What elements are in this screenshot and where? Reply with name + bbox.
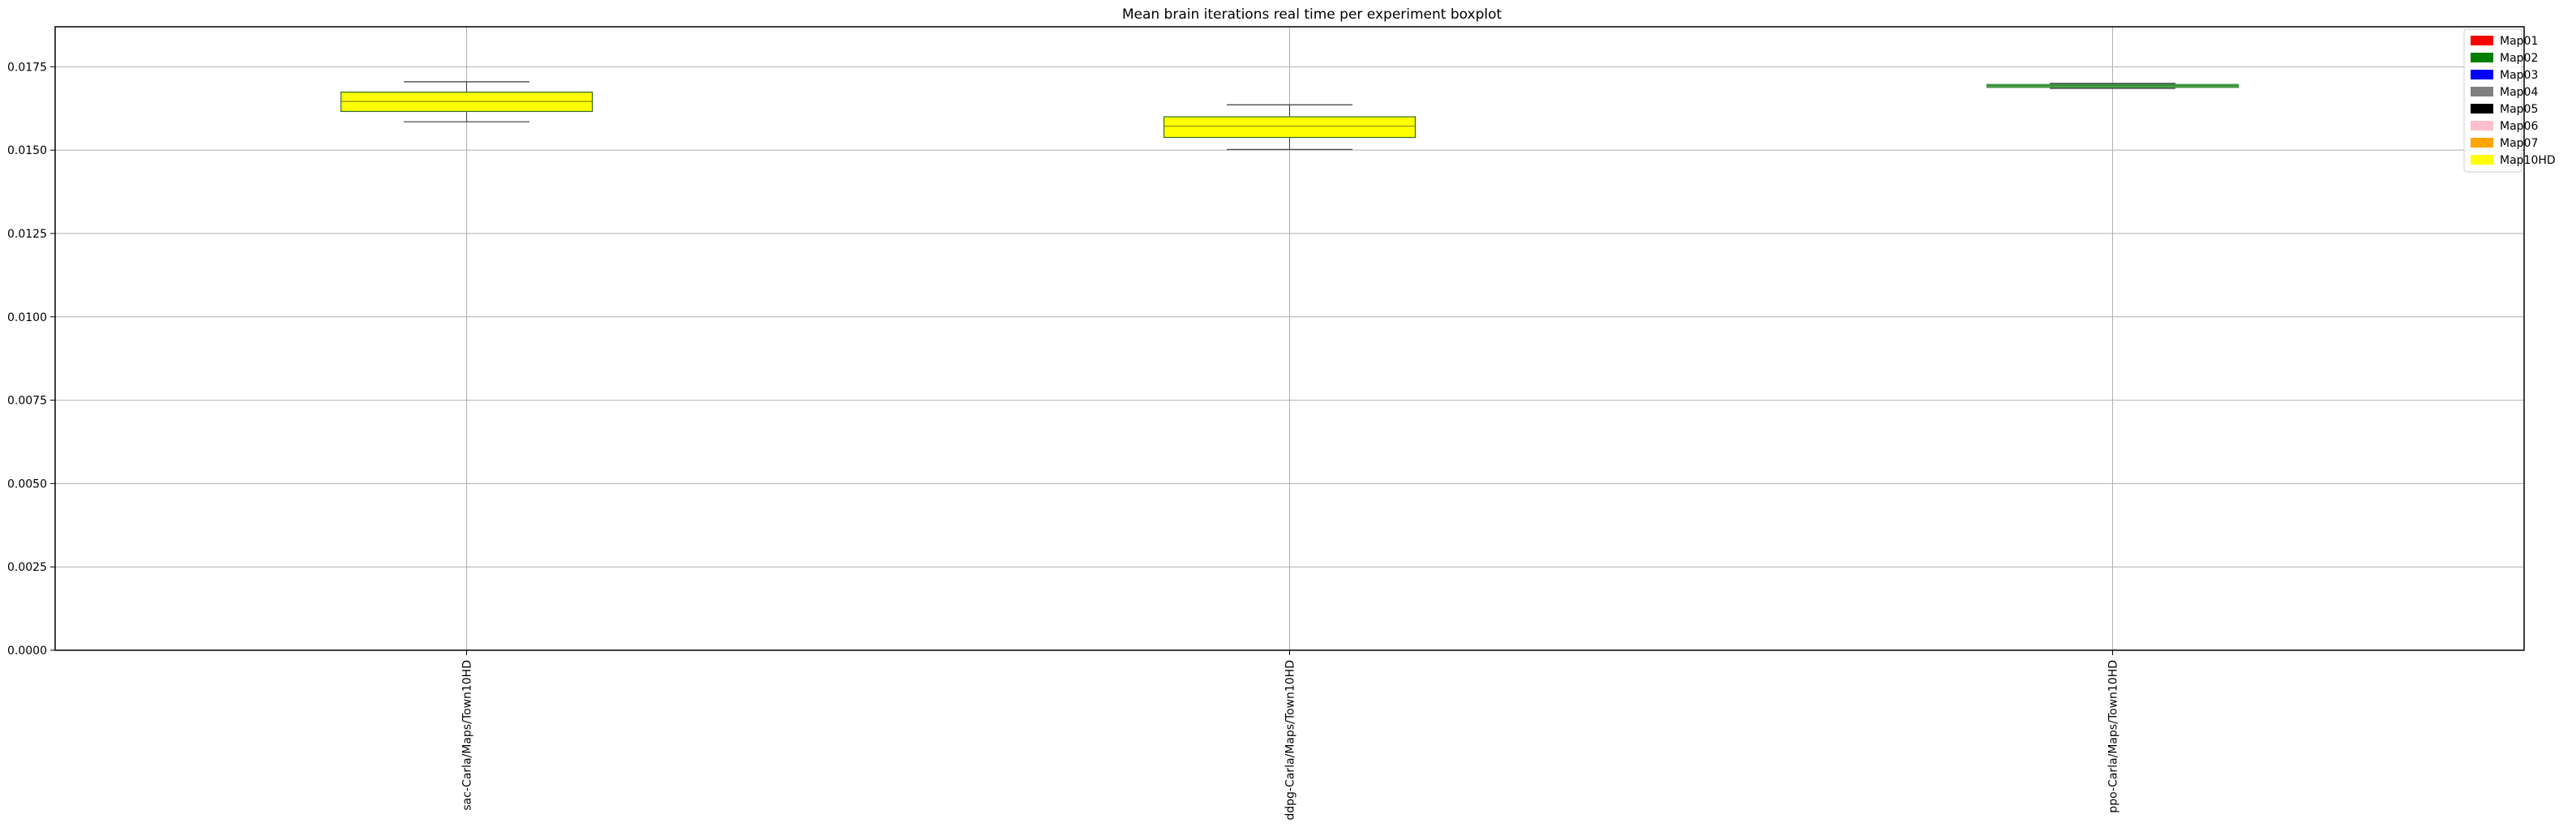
legend-swatch [2471, 138, 2493, 148]
legend-label: Map01 [2500, 35, 2538, 48]
y-tick-label: 0.0025 [7, 561, 47, 574]
box-group [1163, 104, 1417, 150]
legend-swatch [2471, 155, 2493, 165]
box-group [340, 81, 594, 122]
legend-label: Map03 [2500, 69, 2538, 82]
grid-lines [55, 27, 2524, 651]
legend-swatch [2471, 36, 2493, 45]
legend-swatch [2471, 53, 2493, 62]
legend-swatch [2471, 87, 2493, 96]
y-axis: 0.0000 0.0025 0.0050 0.0075 0.0100 0.0125 0.01… [7, 61, 55, 658]
x-tick-label: sac-Carla/Maps/Town10HD [461, 660, 474, 811]
legend-label: Map10HD [2500, 154, 2556, 167]
boxes [340, 81, 2240, 150]
legend-label: Map02 [2500, 52, 2538, 65]
legend-frame [2463, 28, 2522, 173]
y-tick-label: 0.0075 [7, 395, 47, 408]
box-body [1163, 116, 1417, 139]
y-tick-label: 0.0100 [7, 311, 47, 324]
legend-label: Map04 [2500, 86, 2538, 99]
chart-title: Mean brain iterations real time per expe… [1122, 6, 1502, 23]
legend-label: Map06 [2500, 120, 2538, 133]
x-tick-label: ddpg-Carla/Maps/Town10HD [1284, 660, 1297, 821]
y-tick-label: 0.0050 [7, 478, 47, 491]
legend-swatch [2471, 121, 2493, 131]
legend: Map01 Map02 Map03 Map04 Map05 Map06 Map07 Map10… [2463, 28, 2556, 173]
x-axis: sac-Carla/Maps/Town10HD ddpg-Carla/Maps/T… [461, 650, 2120, 821]
legend-swatch [2471, 104, 2493, 114]
y-tick-label: 0.0150 [7, 144, 47, 157]
legend-label: Map07 [2500, 137, 2538, 150]
box-group [1986, 83, 2240, 89]
y-tick-label: 0.0000 [7, 645, 47, 658]
x-tick-label: ppo-Carla/Maps/Town10HD [2107, 660, 2120, 813]
legend-swatch [2471, 70, 2493, 79]
legend-label: Map05 [2500, 103, 2538, 116]
y-tick-label: 0.0125 [7, 228, 47, 241]
y-tick-label: 0.0175 [7, 61, 47, 74]
